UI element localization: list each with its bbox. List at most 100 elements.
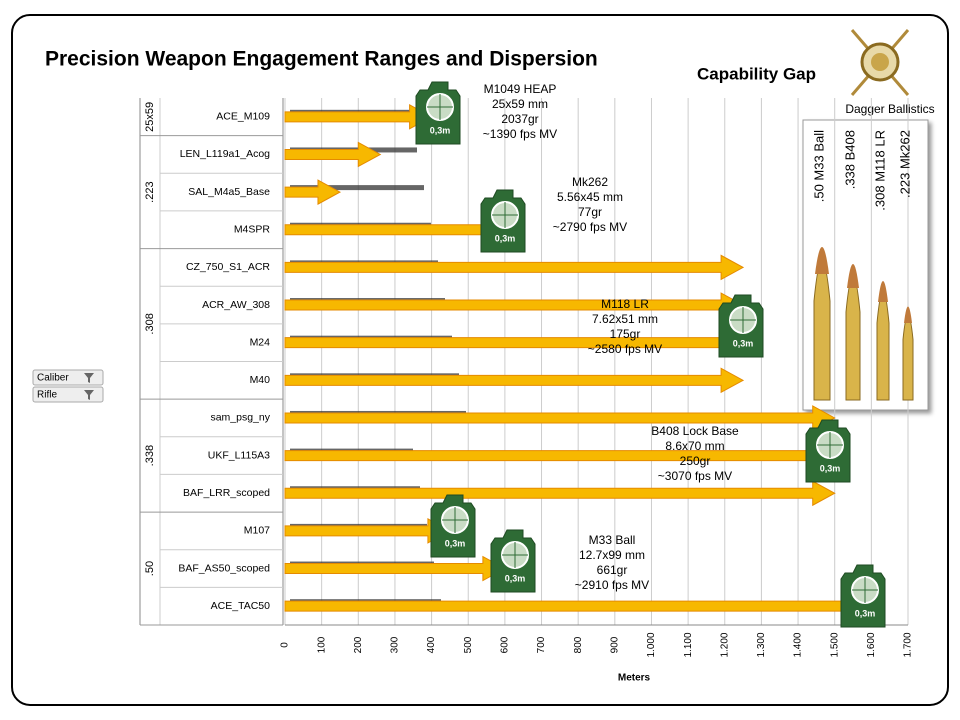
target: 0,3m	[490, 529, 536, 593]
bar	[284, 141, 382, 168]
chart-subtitle: Capability Gap	[697, 64, 816, 83]
y-tick-label: M24	[250, 336, 271, 348]
bar	[284, 480, 836, 507]
target: 0,3m	[430, 494, 476, 558]
target: 0,3m	[840, 564, 886, 628]
bullet-tip	[815, 247, 829, 274]
x-tick-label: 700	[536, 636, 547, 653]
annotation: 5.56x45 mm	[557, 190, 623, 204]
annotation: ~1390 fps MV	[483, 127, 557, 141]
target-label: 0,3m	[445, 538, 466, 548]
y-tick-label: SAL_M4a5_Base	[188, 186, 270, 198]
target: 0,3m	[718, 294, 764, 358]
filter-icon	[84, 373, 94, 383]
annotation: M1049 HEAP	[484, 82, 557, 96]
x-tick-label: 1.100	[683, 632, 694, 657]
bullet	[813, 260, 831, 401]
x-tick-label: 200	[353, 636, 364, 653]
y-tick-label: ACE_TAC50	[211, 600, 270, 612]
x-axis-label: Meters	[618, 673, 651, 684]
target: 0,3m	[480, 189, 526, 253]
bar	[284, 179, 342, 205]
brand: Dagger Ballistics	[845, 102, 934, 116]
annotation: 2037gr	[501, 112, 538, 126]
bar	[284, 367, 745, 394]
target-label: 0,3m	[505, 573, 526, 583]
x-tick-label: 600	[500, 636, 511, 653]
filter-label: Caliber	[37, 373, 69, 384]
bullet	[876, 291, 890, 401]
bullet-label: .338 B408	[842, 130, 857, 189]
target-label: 0,3m	[495, 233, 516, 243]
group-label: .223	[144, 181, 156, 202]
x-tick-label: 900	[609, 636, 620, 653]
annotation: M118 LR	[601, 297, 649, 311]
x-tick-label: 1.700	[903, 632, 914, 657]
filter-label: Rifle	[37, 390, 57, 401]
annotation: ~3070 fps MV	[658, 469, 732, 483]
x-tick-label: 1.200	[719, 632, 730, 657]
target: 0,3m	[415, 81, 461, 145]
x-tick-label: 800	[573, 636, 584, 653]
x-tick-label: 1.400	[793, 632, 804, 657]
x-tick-label: 400	[426, 636, 437, 653]
x-tick-label: 1.000	[646, 632, 657, 657]
annotation: Mk262	[572, 175, 608, 189]
annotation: ~2910 fps MV	[575, 578, 649, 592]
y-tick-label: BAF_LRR_scoped	[183, 487, 270, 499]
y-tick-label: ACE_M109	[216, 111, 270, 123]
bullet-label: .50 M33 Ball	[811, 130, 826, 202]
bullet-tip	[878, 281, 888, 302]
annotation: 661gr	[597, 563, 628, 577]
x-tick-label: 300	[390, 636, 401, 653]
y-tick-label: UKF_L115A3	[208, 449, 270, 461]
annotation: M33 Ball	[589, 533, 636, 547]
group-label: 25x59	[144, 102, 156, 132]
annotation: 12.7x99 mm	[579, 548, 645, 562]
bullet	[845, 275, 861, 401]
target-label: 0,3m	[820, 463, 841, 473]
annotation: ~2790 fps MV	[553, 220, 627, 234]
x-tick-label: 1.500	[829, 632, 840, 657]
bullet-label: .308 M118 LR	[872, 130, 887, 211]
x-tick-label: 0	[280, 642, 291, 648]
chart-title: Precision Weapon Engagement Ranges and D…	[45, 48, 598, 71]
annotation: 77gr	[578, 205, 602, 219]
y-tick-label: CZ_750_S1_ACR	[186, 261, 270, 273]
annotation: 25x59 mm	[492, 97, 548, 111]
bullet-tip	[847, 264, 859, 288]
group-label: .308	[144, 313, 156, 334]
x-tick-label: 1.600	[866, 632, 877, 657]
y-tick-label: M107	[244, 525, 270, 537]
y-tick-label: LEN_L119a1_Acog	[180, 148, 270, 160]
annotation: 175gr	[610, 327, 641, 341]
target: 0,3m	[805, 419, 851, 483]
filter-icon	[84, 390, 94, 400]
group-label: .338	[144, 445, 156, 466]
annotation: ~2580 fps MV	[588, 342, 662, 356]
annotation: 250gr	[680, 454, 711, 468]
target-label: 0,3m	[430, 125, 451, 135]
x-tick-label: 100	[316, 636, 327, 653]
group-label: .50	[144, 561, 156, 576]
annotation: 8.6x70 mm	[665, 439, 724, 453]
x-tick-label: 500	[463, 636, 474, 653]
bar	[284, 254, 745, 281]
y-tick-label: sam_psg_ny	[210, 412, 270, 424]
y-tick-label: BAF_AS50_scoped	[178, 562, 270, 574]
target-label: 0,3m	[733, 338, 754, 348]
frame	[11, 14, 949, 706]
bullet	[902, 314, 914, 401]
annotation: 7.62x51 mm	[592, 312, 658, 326]
bullet-tip	[904, 306, 912, 323]
annotation: B408 Lock Base	[651, 424, 739, 438]
x-tick-label: 1.300	[756, 632, 767, 657]
bullet-label: .223 Mk262	[897, 130, 912, 198]
rifle	[290, 185, 424, 191]
y-tick-label: M40	[250, 374, 271, 386]
y-tick-label: M4SPR	[234, 224, 271, 236]
logo	[850, 29, 910, 96]
target-label: 0,3m	[855, 608, 876, 618]
y-tick-label: ACR_AW_308	[202, 299, 270, 311]
